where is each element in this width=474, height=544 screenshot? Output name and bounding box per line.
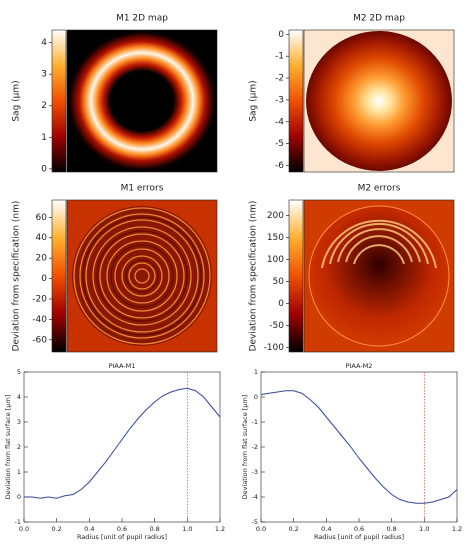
panel-title: PIAA-M1: [109, 362, 136, 370]
colorbar-tick-label: -50: [269, 321, 284, 331]
x-tick-label: 0.6: [117, 525, 127, 533]
colorbar-tick-label: 100: [267, 255, 284, 265]
image-frame: [66, 29, 218, 173]
m2-errors-image: [304, 200, 454, 352]
colorbar-tick-label: 1: [41, 133, 47, 143]
y-tick-label: 1: [254, 368, 258, 376]
panel-title: PIAA-M2: [346, 362, 373, 370]
colorbar-tick-label: 50: [273, 277, 285, 287]
colorbar-tick-label: 40: [36, 233, 48, 243]
colorbar-label: Sag (μm): [249, 80, 259, 121]
colorbar-tick-label: 0: [278, 30, 284, 40]
colorbar-tick-label: 0: [278, 299, 284, 309]
y-tick-label: 2: [17, 443, 21, 451]
image-frame: [66, 199, 218, 353]
x-tick-label: 0.2: [288, 525, 298, 533]
x-tick-label: 1.2: [215, 525, 225, 533]
image-frame: [303, 29, 455, 173]
y-tick-label: 0: [254, 393, 258, 401]
colorbar: [288, 29, 304, 173]
colorbar: [51, 199, 67, 353]
plot-frame: [23, 371, 221, 523]
colorbar: [288, 199, 304, 353]
panel-title: M1 2D map: [116, 14, 168, 24]
colorbar-tick-label: 4: [41, 38, 47, 48]
colorbar-tick-label: -1: [275, 52, 284, 62]
x-tick-label: 0.8: [386, 525, 396, 533]
y-axis-label: Deviation from flat surface [μm]: [241, 395, 249, 500]
colorbar-tick-label: -3: [275, 95, 284, 105]
y-tick-label: -2: [252, 443, 258, 451]
panel-title: M1 errors: [121, 184, 164, 194]
x-tick-label: 0.2: [51, 525, 61, 533]
colorbar-tick-label: 0: [41, 164, 47, 174]
colorbar-tick-label: 0: [41, 274, 47, 284]
x-tick-label: 0.0: [256, 525, 266, 533]
image-frame: [303, 199, 455, 353]
colorbar-tick-label: 200: [267, 211, 284, 221]
colorbar-tick-label: -100: [264, 343, 285, 353]
data-line: [24, 387, 221, 499]
panel-title: M2 2D map: [353, 14, 405, 24]
y-tick-label: -1: [252, 418, 258, 426]
data-line: [260, 390, 458, 504]
m1-errors-image: [67, 200, 217, 352]
colorbar-tick-label: 2: [41, 101, 47, 111]
x-tick-label: 1.0: [182, 525, 192, 533]
x-tick-label: 0.4: [84, 525, 94, 533]
plot-frame: [260, 371, 458, 523]
y-axis-label: Deviation from flat surface [μm]: [4, 395, 12, 500]
x-tick-label: 0.4: [321, 525, 331, 533]
x-tick-label: 0.6: [354, 525, 364, 533]
colorbar-tick-label: -60: [32, 335, 47, 345]
x-tick-label: 1.2: [452, 525, 462, 533]
colorbar-tick-label: -40: [32, 315, 47, 325]
x-tick-label: 0.8: [149, 525, 159, 533]
x-tick-label: 1.0: [419, 525, 429, 533]
y-tick-label: 3: [17, 418, 21, 426]
m2-map-image: [304, 30, 454, 172]
y-tick-label: 0: [17, 493, 21, 501]
colorbar-label: Sag (μm): [12, 80, 22, 121]
colorbar-tick-label: 20: [36, 254, 48, 264]
colorbar-label: Deviation from specification (nm): [249, 201, 259, 352]
y-tick-label: -1: [15, 518, 21, 526]
y-tick-label: -5: [252, 518, 258, 526]
colorbar-tick-label: -5: [275, 139, 284, 149]
colorbar-tick-label: 150: [267, 233, 284, 243]
x-axis-label: Radius [unit of pupil radius]: [77, 533, 167, 541]
x-tick-label: 0.0: [19, 525, 29, 533]
colorbar-tick-label: -20: [32, 294, 47, 304]
colorbar-label: Deviation from specification (nm): [12, 201, 22, 352]
colorbar-tick-label: -4: [275, 117, 284, 127]
colorbar-tick-label: 60: [36, 213, 48, 223]
colorbar-tick-label: -6: [275, 161, 284, 171]
colorbar-tick-label: -2: [275, 74, 284, 84]
panel-title: M2 errors: [358, 184, 401, 194]
y-tick-label: 1: [17, 468, 21, 476]
colorbar-tick-label: 3: [41, 70, 47, 80]
y-tick-label: -4: [252, 493, 258, 501]
colorbar: [51, 29, 67, 173]
m1-map-image: [67, 30, 217, 172]
y-tick-label: -3: [252, 468, 258, 476]
y-tick-label: 5: [17, 368, 21, 376]
y-tick-label: 4: [17, 393, 21, 401]
x-axis-label: Radius [unit of pupil radius]: [314, 533, 404, 541]
